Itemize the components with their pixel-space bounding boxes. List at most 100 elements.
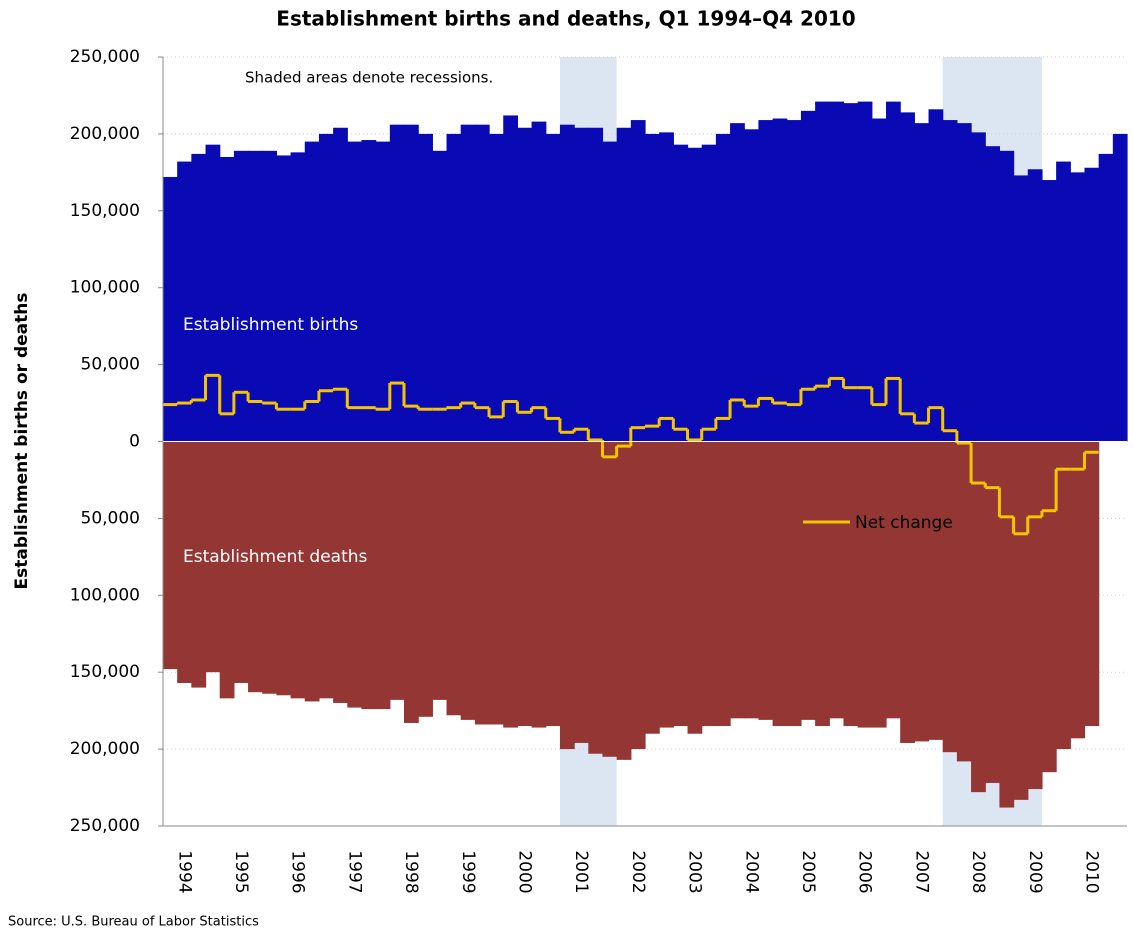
area-bar	[871, 118, 887, 442]
area-bar	[843, 103, 859, 442]
area-bar	[545, 133, 561, 442]
area-bar	[248, 150, 263, 442]
area-bar	[205, 441, 221, 673]
area-bar	[616, 441, 632, 760]
x-tick-label: 1995	[231, 850, 251, 893]
area-bar	[956, 123, 972, 442]
area-bar	[971, 132, 986, 442]
area-bar	[1084, 441, 1100, 727]
area-bar	[673, 441, 689, 727]
area-bar	[304, 141, 320, 442]
area-bar	[559, 441, 575, 750]
area-bar	[730, 123, 745, 442]
area-bar	[1027, 169, 1043, 442]
x-tick-label: 1994	[174, 850, 194, 893]
area-bar	[871, 441, 887, 728]
x-tick-label: 1997	[344, 850, 364, 893]
y-tick-label: 250,000	[70, 816, 140, 836]
source: Source: U.S. Bureau of Labor Statistics	[8, 915, 259, 930]
area-bar	[786, 441, 802, 727]
area-bar	[985, 146, 1001, 442]
area-bar	[588, 127, 604, 442]
area-bar	[347, 441, 363, 708]
area-bar	[503, 115, 519, 442]
area-bar	[432, 441, 448, 700]
area-bar	[248, 441, 263, 693]
area-bar	[432, 150, 448, 442]
area-bar	[262, 150, 278, 442]
x-tick-label: 1999	[458, 850, 478, 893]
area-bar	[163, 441, 178, 670]
area-bar	[1027, 441, 1043, 790]
area-bar	[347, 141, 363, 442]
area-bar	[460, 441, 476, 720]
area-bar	[389, 124, 405, 442]
area-bar	[630, 441, 646, 750]
x-tick-label: 1998	[401, 850, 421, 893]
y-tick-label: 50,000	[81, 508, 140, 528]
area-bar	[1056, 441, 1071, 750]
area-bar	[177, 161, 192, 442]
legend-label: Net change	[855, 513, 953, 533]
area-bar	[900, 112, 915, 442]
y-tick-label: 150,000	[70, 662, 140, 682]
area-bar	[800, 110, 816, 442]
area-bar	[333, 127, 348, 442]
area-bar	[815, 101, 830, 442]
area-bar	[361, 441, 377, 710]
area-bar	[829, 441, 845, 719]
area-bar	[290, 152, 306, 442]
area-bar	[404, 441, 419, 723]
area-bar	[715, 441, 731, 727]
chart-title: Establishment births and deaths, Q1 1994…	[276, 7, 855, 31]
area-bar	[559, 124, 575, 442]
area-bar	[163, 176, 178, 442]
area-bar	[630, 120, 646, 442]
area-bar	[800, 441, 816, 720]
area-bar	[574, 441, 589, 743]
area-bar	[531, 441, 547, 728]
area-bar	[191, 441, 207, 688]
area-bar	[843, 441, 859, 727]
area-bar	[886, 101, 901, 442]
area-bar	[1070, 441, 1086, 739]
area-bar	[914, 441, 930, 742]
area-bar	[730, 441, 745, 719]
area-bar	[233, 150, 249, 442]
area-bar	[1013, 441, 1029, 800]
area-bar	[446, 133, 462, 442]
y-tick-label: 50,000	[81, 355, 140, 375]
area-bar	[404, 124, 419, 442]
area-bar	[956, 441, 972, 762]
area-bar	[772, 441, 788, 727]
area-bar	[503, 441, 519, 728]
x-tick-label: 2000	[515, 850, 535, 893]
area-bar	[928, 109, 944, 442]
y-tick-label: 150,000	[70, 201, 140, 221]
area-bar	[886, 441, 901, 719]
area-bar	[744, 129, 760, 442]
area-bar	[191, 153, 207, 442]
annotation: Establishment births	[183, 315, 358, 335]
area-bar	[999, 441, 1015, 808]
x-tick-label: 2004	[741, 850, 761, 893]
area-bar	[177, 441, 192, 683]
area-bar	[233, 441, 249, 683]
area-bar	[772, 118, 788, 442]
area-bar	[290, 441, 306, 699]
area-bar	[219, 156, 235, 442]
area-bar	[857, 101, 873, 442]
area-bar	[857, 441, 873, 728]
x-tick-label: 2009	[1025, 850, 1045, 893]
area-bar	[361, 140, 377, 442]
area-bar	[744, 441, 760, 719]
area-bar	[262, 441, 278, 694]
area-bar	[815, 441, 830, 727]
area-bar	[418, 133, 433, 442]
area-bar	[701, 144, 717, 442]
x-tick-label: 2002	[628, 850, 648, 893]
area-bar	[715, 133, 731, 442]
area-bar	[645, 133, 660, 442]
area-bar	[588, 441, 604, 754]
area-bar	[602, 441, 618, 757]
